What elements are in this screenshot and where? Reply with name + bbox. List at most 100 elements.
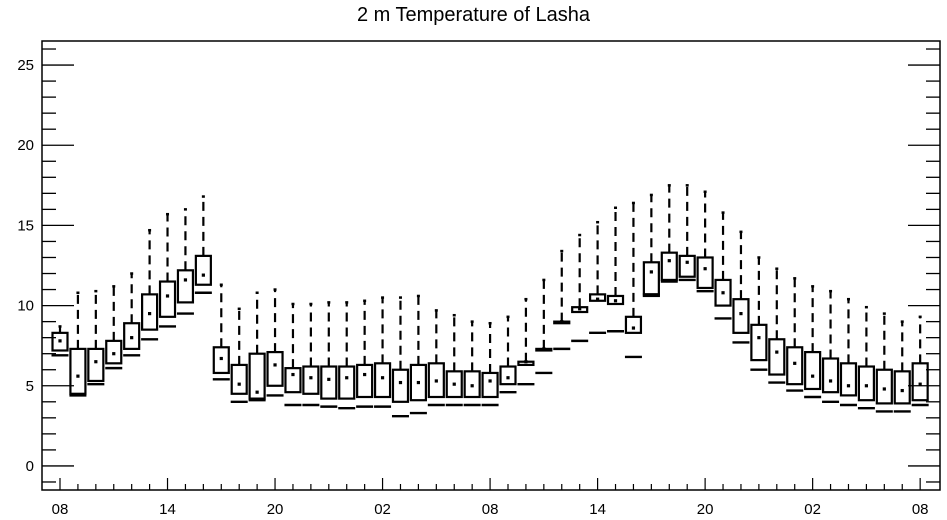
box bbox=[409, 363, 427, 402]
median-marker bbox=[130, 336, 134, 340]
median-marker bbox=[309, 376, 313, 380]
box bbox=[248, 352, 266, 400]
box bbox=[176, 269, 195, 304]
box bbox=[732, 298, 750, 334]
x-tick-label: 08 bbox=[52, 501, 69, 518]
box bbox=[194, 254, 212, 286]
median-marker bbox=[685, 260, 689, 264]
median-marker bbox=[112, 352, 116, 356]
box bbox=[678, 254, 696, 278]
x-tick-label: 02 bbox=[374, 501, 391, 518]
x-tick-label: 20 bbox=[697, 501, 714, 518]
median-marker bbox=[363, 372, 367, 377]
median-marker bbox=[94, 360, 98, 364]
median-marker bbox=[578, 307, 582, 311]
box bbox=[320, 365, 338, 400]
x-tick-label: 20 bbox=[267, 501, 284, 518]
box bbox=[893, 370, 911, 405]
box bbox=[463, 370, 481, 399]
box bbox=[302, 365, 320, 395]
box bbox=[804, 350, 822, 391]
median-marker bbox=[811, 374, 815, 378]
median-marker bbox=[452, 382, 456, 386]
median-marker bbox=[291, 372, 295, 377]
median-marker bbox=[596, 297, 600, 301]
box bbox=[642, 261, 660, 298]
box bbox=[391, 368, 410, 403]
box bbox=[69, 347, 87, 395]
box bbox=[786, 346, 804, 386]
median-marker bbox=[542, 347, 546, 351]
median-marker bbox=[201, 273, 205, 277]
box bbox=[212, 346, 230, 375]
box bbox=[373, 362, 392, 399]
median-marker bbox=[488, 379, 492, 383]
box bbox=[284, 367, 302, 394]
median-marker bbox=[721, 291, 725, 295]
box bbox=[839, 362, 858, 397]
chart-title: 2 m Temperature of Lasha bbox=[356, 4, 591, 26]
box bbox=[123, 322, 141, 350]
x-tick-label: 08 bbox=[912, 501, 929, 518]
median-marker bbox=[506, 376, 510, 380]
box bbox=[427, 362, 445, 399]
y-tick-label: 10 bbox=[17, 298, 34, 315]
x-tick-label: 14 bbox=[159, 501, 176, 518]
median-marker bbox=[255, 390, 259, 394]
median-marker bbox=[273, 363, 277, 367]
box bbox=[696, 256, 714, 290]
median-marker bbox=[76, 374, 80, 378]
y-tick-label: 5 bbox=[26, 378, 34, 395]
median-marker bbox=[524, 360, 528, 364]
median-marker bbox=[828, 379, 833, 383]
median-marker bbox=[667, 259, 671, 263]
median-marker bbox=[775, 350, 779, 354]
median-marker bbox=[631, 326, 636, 330]
box bbox=[750, 323, 768, 362]
median-marker bbox=[416, 380, 420, 385]
box bbox=[445, 370, 463, 399]
median-marker bbox=[649, 270, 653, 274]
box bbox=[87, 347, 105, 383]
box bbox=[338, 365, 356, 400]
y-tick-label: 15 bbox=[17, 217, 34, 234]
box bbox=[51, 331, 69, 352]
median-marker bbox=[148, 312, 152, 316]
y-tick-label: 20 bbox=[17, 137, 34, 154]
box bbox=[768, 338, 786, 376]
box bbox=[230, 363, 248, 395]
median-marker bbox=[434, 379, 438, 383]
median-marker bbox=[237, 382, 241, 386]
x-tick-label: 14 bbox=[589, 501, 606, 518]
plot-frame bbox=[41, 40, 941, 491]
median-marker bbox=[58, 339, 62, 343]
median-marker bbox=[219, 356, 223, 361]
median-marker bbox=[918, 382, 922, 386]
box bbox=[660, 251, 678, 282]
x-tick-label: 08 bbox=[482, 501, 499, 518]
median-marker bbox=[345, 376, 349, 380]
box bbox=[571, 306, 589, 314]
box bbox=[606, 294, 625, 306]
box bbox=[141, 293, 159, 331]
box bbox=[857, 365, 876, 402]
box bbox=[821, 357, 840, 394]
median-marker bbox=[864, 384, 868, 388]
y-tick-label: 0 bbox=[26, 458, 34, 475]
median-marker bbox=[846, 384, 851, 388]
median-marker bbox=[882, 387, 886, 391]
median-marker bbox=[470, 384, 474, 388]
box bbox=[875, 368, 893, 405]
median-marker bbox=[183, 278, 188, 282]
box bbox=[714, 278, 732, 307]
median-marker bbox=[793, 361, 797, 365]
median-marker bbox=[380, 376, 385, 380]
median-marker bbox=[165, 294, 170, 298]
box bbox=[158, 280, 177, 318]
x-tick-label: 02 bbox=[804, 501, 821, 518]
median-marker bbox=[613, 299, 618, 303]
median-marker bbox=[703, 267, 707, 271]
median-marker bbox=[327, 377, 331, 381]
